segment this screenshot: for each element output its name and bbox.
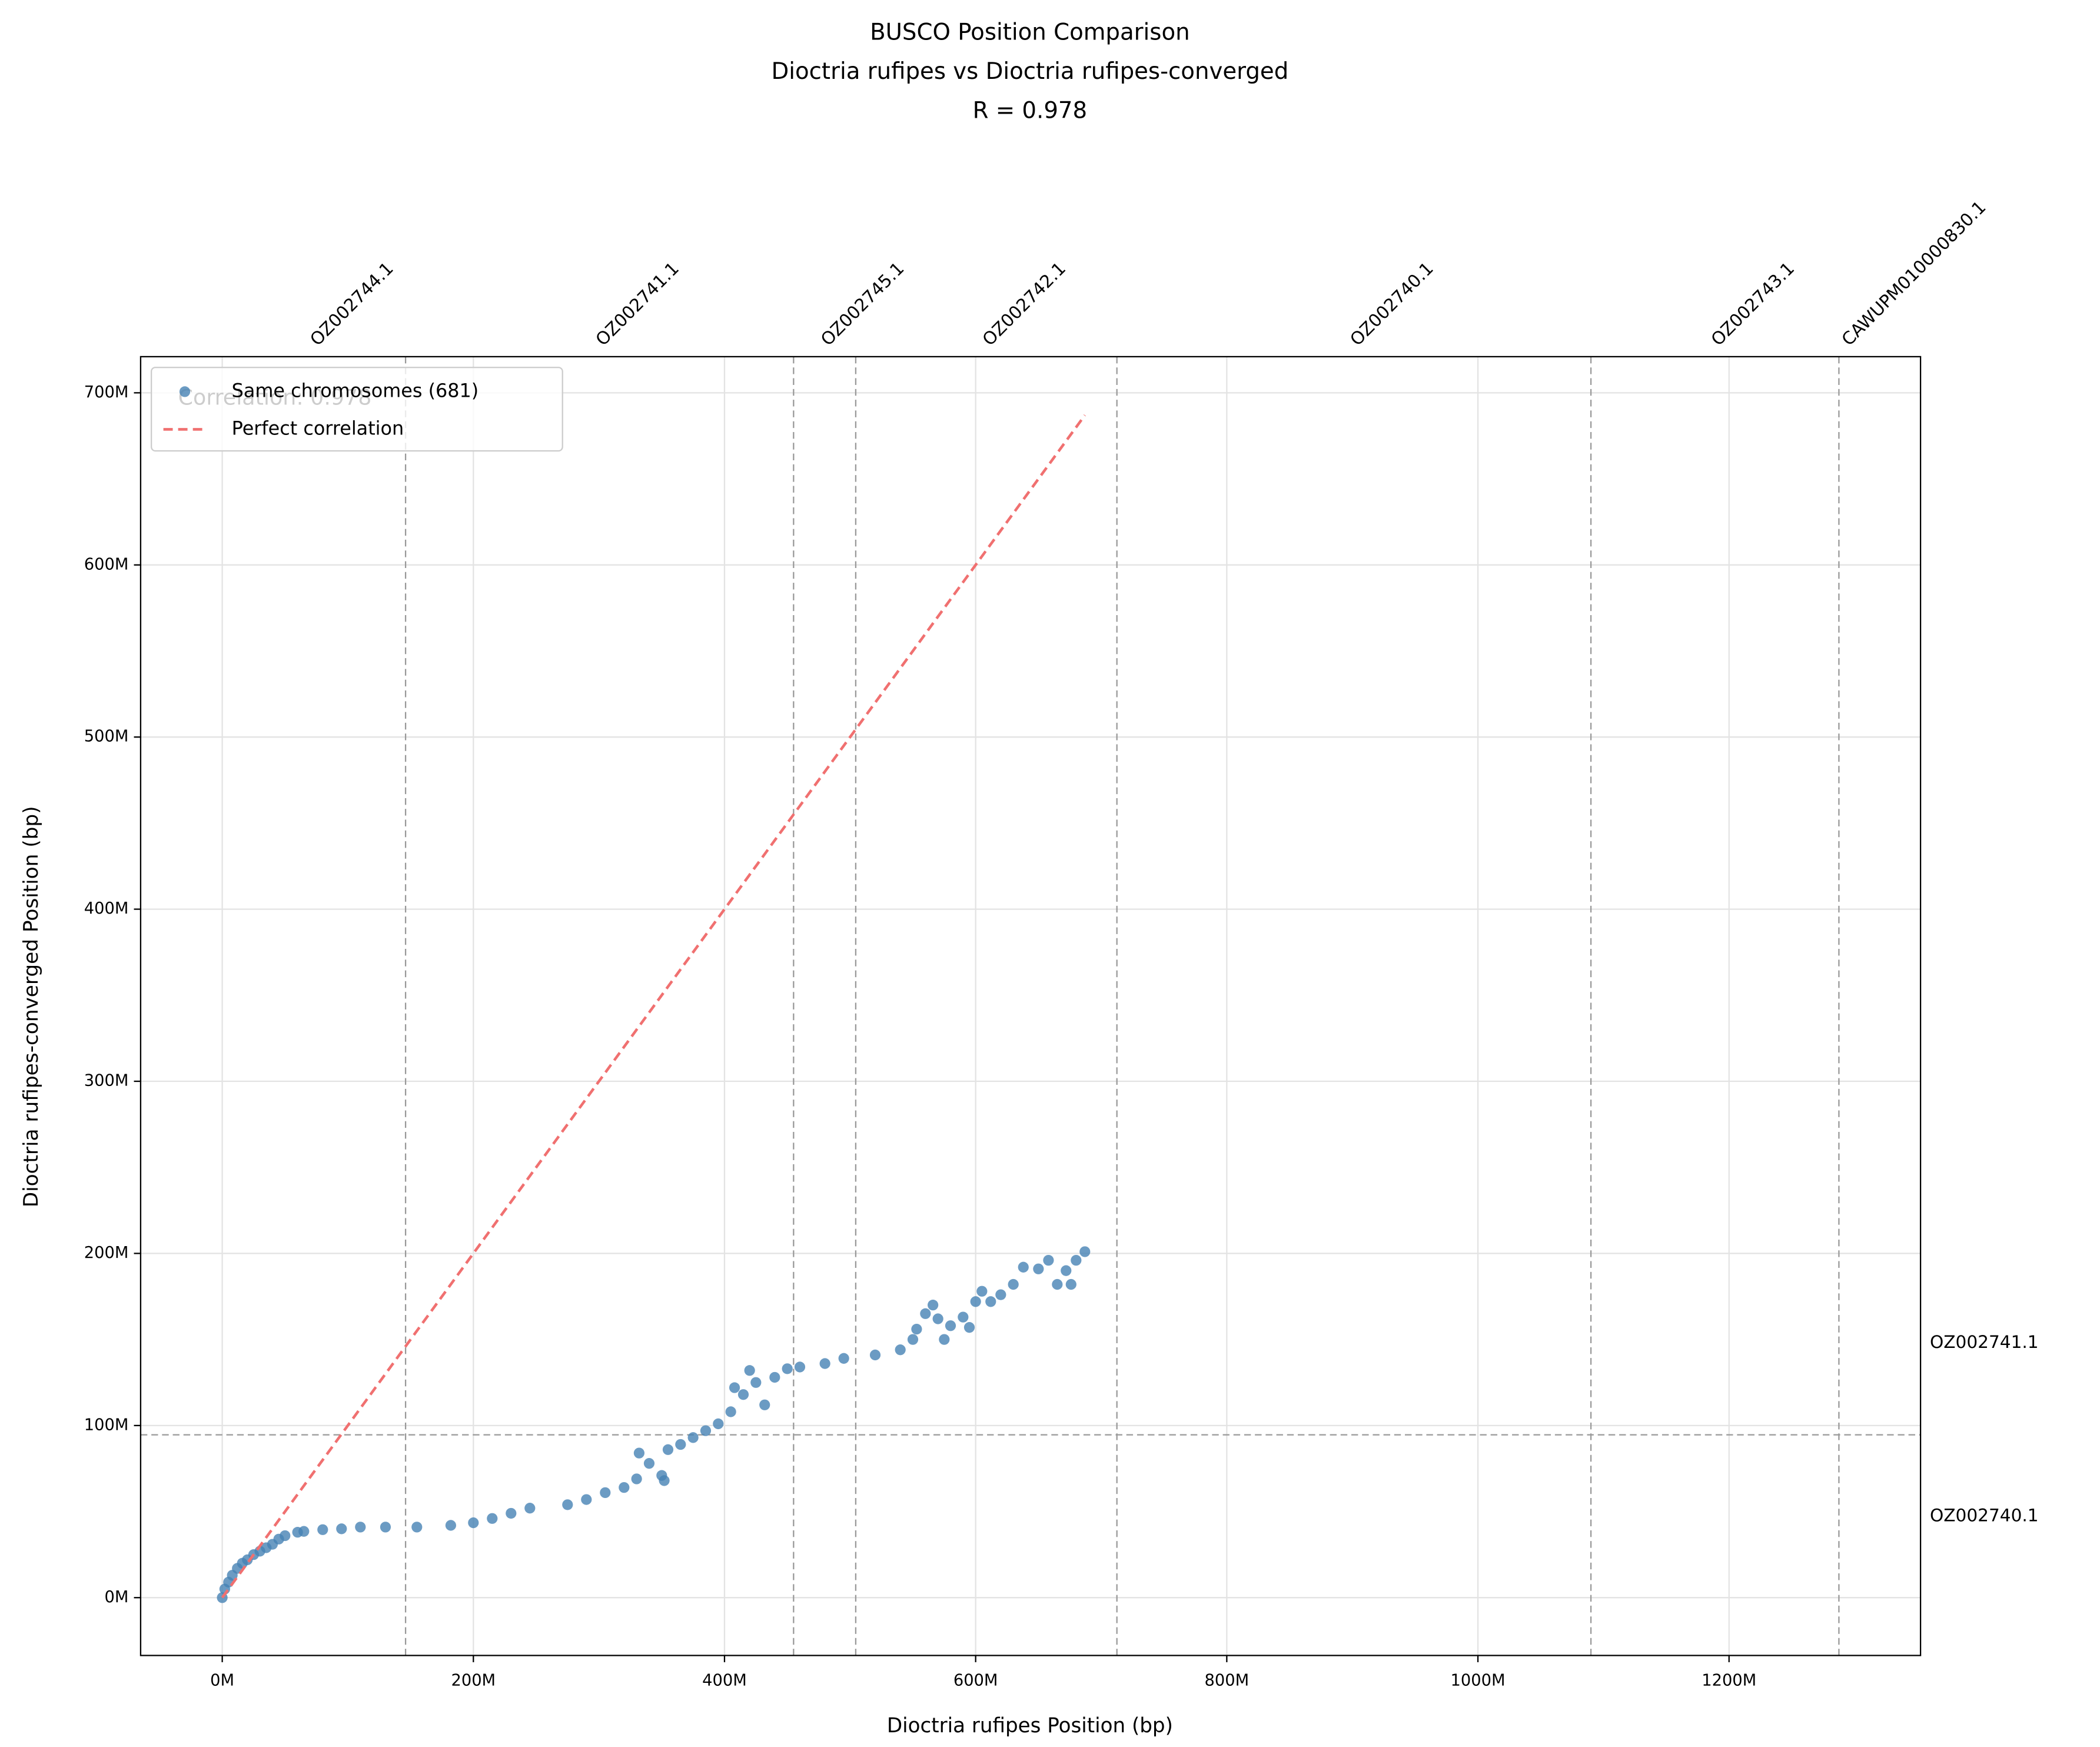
point xyxy=(675,1439,686,1450)
point xyxy=(1043,1254,1054,1266)
point xyxy=(700,1425,712,1436)
y-tick-label: 300M xyxy=(84,1071,129,1090)
x-tick-label: 0M xyxy=(210,1671,234,1689)
point xyxy=(524,1503,536,1514)
y-tick-label: 400M xyxy=(84,899,129,918)
y-axis-label: Dioctria rufipes-converged Position (bp) xyxy=(19,806,43,1207)
x-tick-label: 600M xyxy=(953,1671,998,1689)
point xyxy=(838,1353,849,1364)
point xyxy=(911,1323,922,1335)
point xyxy=(687,1432,699,1443)
point xyxy=(1061,1265,1072,1276)
plot-frame xyxy=(139,356,1922,1656)
point xyxy=(298,1526,310,1537)
chart-subtitle: Dioctria rufipes vs Dioctria rufipes-con… xyxy=(771,58,1288,85)
point xyxy=(600,1487,611,1499)
point xyxy=(794,1361,806,1373)
point xyxy=(355,1522,366,1533)
point xyxy=(662,1444,674,1455)
point xyxy=(562,1499,573,1510)
point xyxy=(633,1447,645,1459)
x-tick-label: 400M xyxy=(702,1671,747,1689)
x-tick-label: 1000M xyxy=(1451,1671,1506,1689)
legend-label: Perfect correlation xyxy=(232,417,404,439)
point xyxy=(907,1334,919,1345)
y-tick-label: 0M xyxy=(105,1588,129,1606)
point xyxy=(487,1513,498,1524)
point xyxy=(976,1286,988,1297)
point xyxy=(468,1517,479,1529)
chart-subtitle: R = 0.978 xyxy=(973,97,1088,124)
point xyxy=(631,1473,642,1484)
point xyxy=(336,1523,347,1535)
point xyxy=(1071,1254,1082,1266)
y-tick-label: 200M xyxy=(84,1244,129,1262)
point xyxy=(445,1520,456,1531)
point xyxy=(750,1377,762,1388)
y-tick-label: 700M xyxy=(84,383,129,401)
point xyxy=(581,1494,592,1505)
x-tick-label: 200M xyxy=(451,1671,496,1689)
y-tick-label: 100M xyxy=(84,1416,129,1434)
point xyxy=(380,1522,391,1533)
point xyxy=(1008,1278,1019,1290)
point xyxy=(317,1524,328,1535)
chart-title: BUSCO Position Comparison xyxy=(870,19,1190,46)
point xyxy=(1018,1261,1029,1273)
reference-line xyxy=(221,414,1086,1599)
legend-box xyxy=(150,367,563,452)
chromosome-label: OZ002740.1 xyxy=(1930,1504,2039,1525)
point xyxy=(1065,1278,1076,1290)
point xyxy=(725,1406,736,1417)
point xyxy=(737,1389,749,1400)
point xyxy=(920,1308,931,1319)
point xyxy=(659,1475,670,1486)
point xyxy=(729,1382,740,1393)
x-axis-label: Dioctria rufipes Position (bp) xyxy=(887,1714,1173,1738)
legend-label: Same chromosomes (681) xyxy=(232,379,479,401)
point xyxy=(280,1530,291,1542)
point xyxy=(619,1482,630,1493)
point xyxy=(506,1507,517,1519)
point xyxy=(1033,1263,1044,1274)
point xyxy=(1079,1246,1091,1257)
point xyxy=(869,1349,881,1361)
point xyxy=(1052,1278,1063,1290)
point xyxy=(928,1300,939,1311)
chromosome-label: OZ002741.1 xyxy=(1930,1331,2039,1352)
point xyxy=(932,1313,943,1324)
point xyxy=(713,1418,724,1430)
x-tick-label: 800M xyxy=(1205,1671,1250,1689)
point xyxy=(985,1296,996,1307)
y-tick-label: 500M xyxy=(84,728,129,746)
legend-marker xyxy=(179,386,191,397)
point xyxy=(769,1371,780,1383)
point xyxy=(963,1322,975,1333)
point xyxy=(819,1358,830,1369)
point xyxy=(939,1334,950,1345)
point xyxy=(970,1296,981,1307)
y-tick-label: 600M xyxy=(84,555,129,573)
point xyxy=(895,1344,906,1356)
point xyxy=(744,1365,755,1376)
point xyxy=(995,1289,1006,1300)
point xyxy=(958,1311,969,1323)
point xyxy=(411,1522,423,1533)
point xyxy=(759,1399,770,1410)
x-tick-label: 1200M xyxy=(1702,1671,1756,1689)
point xyxy=(945,1320,956,1331)
point xyxy=(643,1458,655,1469)
point xyxy=(782,1363,793,1374)
